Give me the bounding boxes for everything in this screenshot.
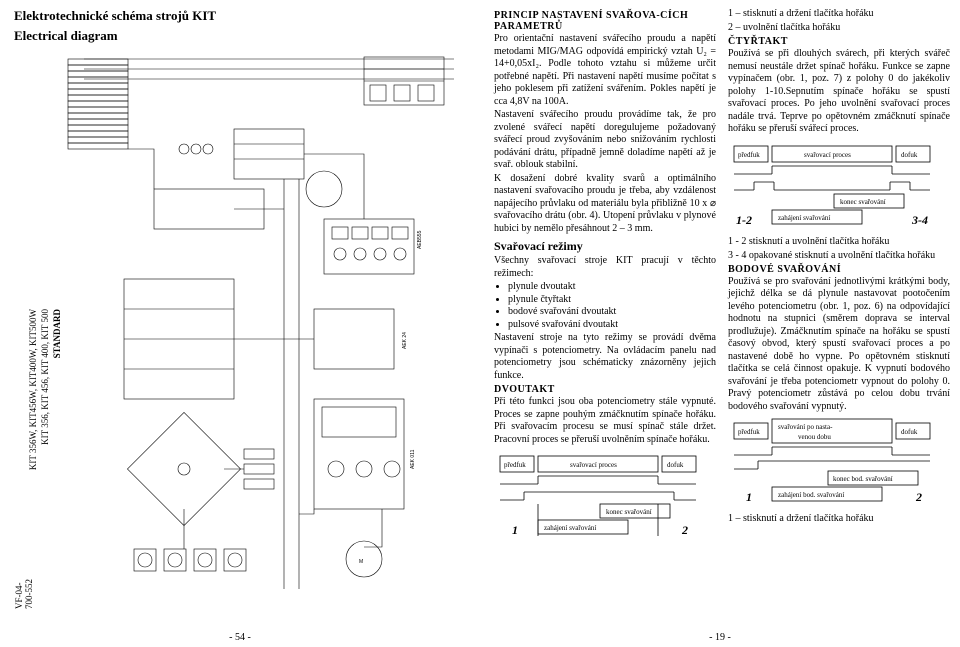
svg-text:zahájení svařování: zahájení svařování bbox=[544, 524, 596, 532]
h-bodove: BODOVÉ SVAŘOVÁNÍ bbox=[728, 264, 950, 275]
svg-text:předfuk: předfuk bbox=[504, 461, 526, 469]
p-dvoutakt: Při této funkci jsou oba potenciometry s… bbox=[494, 396, 716, 446]
h-ctyrtakt: ČTYŘTAKT bbox=[728, 36, 950, 47]
svg-text:svařovací proces: svařovací proces bbox=[804, 151, 851, 159]
col-1: PRINCIP NASTAVENÍ SVAŘOVA-CÍCH PARAMETRŮ… bbox=[494, 8, 716, 546]
svg-text:venou dobu: venou dobu bbox=[798, 433, 831, 441]
svg-text:konec svařování: konec svařování bbox=[840, 198, 886, 206]
p-princip-3: K dosažení dobré kvality svarů a optimál… bbox=[494, 173, 716, 236]
svg-text:2: 2 bbox=[915, 490, 922, 504]
svg-text:2: 2 bbox=[681, 523, 688, 537]
timing-bodove: předfuk svařování po nasta- venou dobu d… bbox=[728, 417, 950, 507]
rezimy-list: plynule dvoutakt plynule čtyřtakt bodové… bbox=[508, 281, 716, 331]
diagram-title-en: Electrical diagram bbox=[14, 28, 466, 44]
p-princip-1: Pro orientační nastavení svářecího proud… bbox=[494, 33, 716, 108]
svg-text:AEB555: AEB555 bbox=[417, 230, 423, 249]
h-princip: PRINCIP NASTAVENÍ SVAŘOVA-CÍCH PARAMETRŮ bbox=[494, 10, 716, 32]
svg-text:svařování po nasta-: svařování po nasta- bbox=[778, 423, 833, 431]
rezim-0: plynule dvoutakt bbox=[508, 281, 716, 294]
legend-2: 2 – uvolnění tlačítka hořáku bbox=[728, 22, 950, 34]
svg-text:konec bod. svařování: konec bod. svařování bbox=[833, 475, 893, 483]
models-2: KIT 356, KIT 456, KIT 400, KIT 500 bbox=[40, 309, 50, 445]
timing-ctyrtakt: předfuk svařovací proces dofuk konec sva… bbox=[728, 140, 950, 230]
electrical-schematic: AEB555 AEK 24 AEK 011 bbox=[64, 49, 464, 609]
models-1: KIT 356W, KIT456W, KIT400W, KIT500W bbox=[28, 309, 38, 470]
svg-text:zahájení svařování: zahájení svařování bbox=[778, 214, 830, 222]
page-left: Elektrotechnické schéma strojů KIT Elect… bbox=[0, 0, 480, 647]
legend-34a: 1 - 2 stisknutí a uvolnění tlačítka hořá… bbox=[728, 236, 950, 248]
rezim-3: pulsové svařování dvoutakt bbox=[508, 319, 716, 332]
svg-text:dofuk: dofuk bbox=[901, 428, 918, 436]
svg-text:dofuk: dofuk bbox=[901, 151, 918, 159]
rezim-1: plynule čtyřtakt bbox=[508, 294, 716, 307]
svg-text:1-2: 1-2 bbox=[736, 213, 752, 227]
diagram-title-cs: Elektrotechnické schéma strojů KIT bbox=[14, 8, 466, 24]
h-rezimy: Svařovací režimy bbox=[494, 239, 716, 254]
col-2: 1 – stisknutí a držení tlačítka hořáku 2… bbox=[728, 8, 950, 546]
p-bodove: Používá se pro svařování jednotlivými kr… bbox=[728, 276, 950, 414]
svg-text:AEK 011: AEK 011 bbox=[410, 449, 416, 469]
svg-text:AEK 24: AEK 24 bbox=[402, 331, 408, 348]
svg-text:1: 1 bbox=[512, 523, 518, 537]
p-rezimy-lead: Všechny svařovací stroje KIT pracují v t… bbox=[494, 255, 716, 280]
p-princip-2: Nastavení svářecího proudu provádíme tak… bbox=[494, 109, 716, 172]
p-rezimy-2: Nastavení stroje na tyto režimy se prová… bbox=[494, 332, 716, 382]
page-right: PRINCIP NASTAVENÍ SVAŘOVA-CÍCH PARAMETRŮ… bbox=[480, 0, 960, 647]
svg-text:zahájení bod. svařování: zahájení bod. svařování bbox=[778, 491, 844, 499]
page-num-left: - 54 - bbox=[229, 632, 251, 643]
legend-34b: 3 - 4 opakované stisknutí a uvolnění tla… bbox=[728, 250, 950, 262]
svg-text:M: M bbox=[359, 559, 363, 565]
svg-text:dofuk: dofuk bbox=[667, 461, 684, 469]
legend-bottom: 1 – stisknutí a držení tlačítka hořáku bbox=[728, 513, 950, 525]
svg-text:1: 1 bbox=[746, 490, 752, 504]
legend-1: 1 – stisknutí a držení tlačítka hořáku bbox=[728, 8, 950, 20]
drawing-code: VF-04-700-552 bbox=[14, 569, 34, 609]
p-ctyrtakt: Používá se při dlouhých svárech, při kte… bbox=[728, 48, 950, 136]
svg-text:předfuk: předfuk bbox=[738, 151, 760, 159]
svg-text:3-4: 3-4 bbox=[911, 213, 928, 227]
timing-dvoutakt: předfuk svařovací proces dofuk konec sva… bbox=[494, 450, 716, 540]
h-dvoutakt: DVOUTAKT bbox=[494, 384, 716, 395]
page-num-right: - 19 - bbox=[709, 632, 731, 643]
diagram-wrap: VF-04-700-552 KIT 356W, KIT456W, KIT400W… bbox=[14, 49, 466, 609]
svg-text:konec svařování: konec svařování bbox=[606, 508, 652, 516]
rezim-2: bodové svařování dvoutakt bbox=[508, 306, 716, 319]
svg-text:svařovací proces: svařovací proces bbox=[570, 461, 617, 469]
svg-text:předfuk: předfuk bbox=[738, 428, 760, 436]
standard-label: STANDARD bbox=[52, 309, 62, 358]
